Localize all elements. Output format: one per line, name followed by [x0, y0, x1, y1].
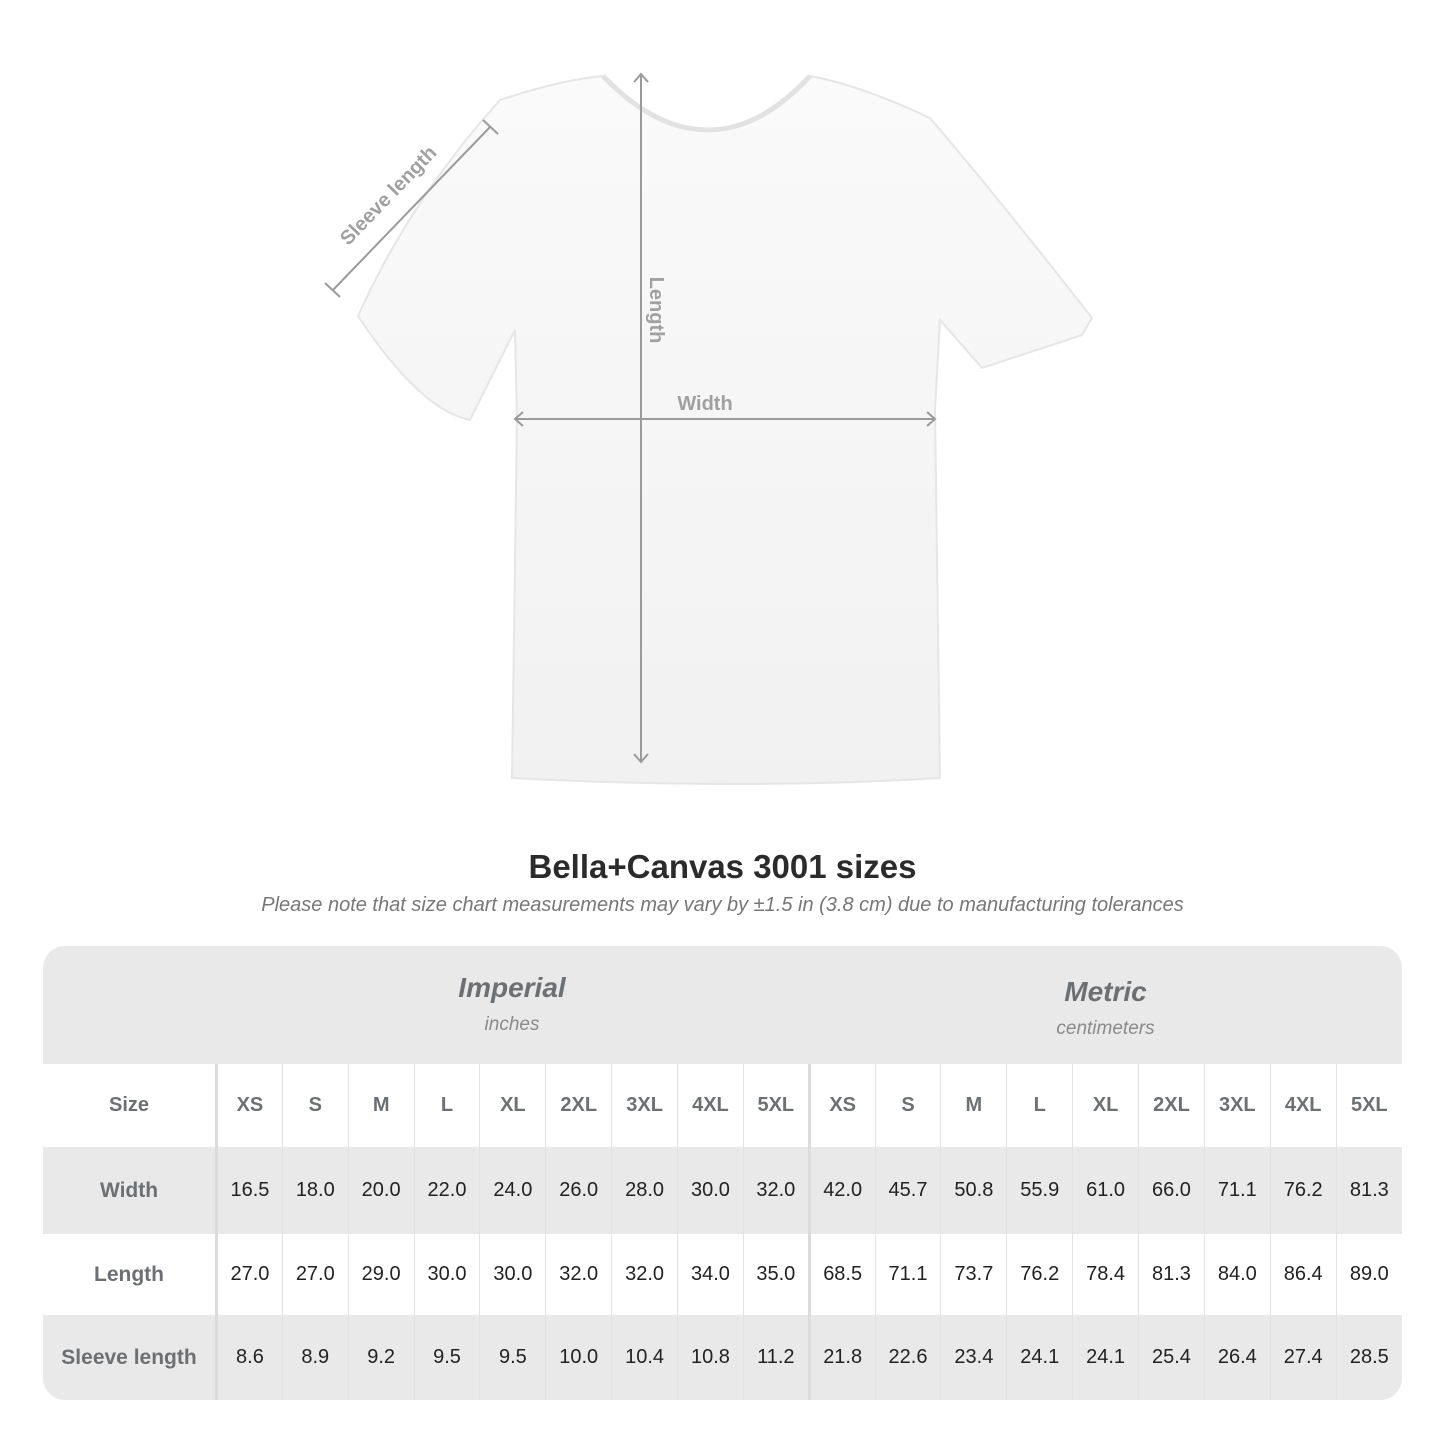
metric-header: Metric centimeters: [809, 946, 1402, 1094]
width-label: Width: [677, 393, 732, 415]
metric-value: 71.1: [874, 1234, 941, 1315]
imperial-unit: inches: [484, 1014, 540, 1035]
metric-value: 22.6: [874, 1315, 941, 1400]
imperial-size-header: 5XL: [742, 1064, 810, 1147]
imperial-value: 35.0: [742, 1234, 810, 1315]
imperial-value: 34.0: [677, 1234, 744, 1315]
row-label: Sleeve length: [43, 1315, 218, 1400]
imperial-value: 11.2: [742, 1315, 810, 1400]
imperial-value: 24.0: [479, 1147, 546, 1234]
tshirt-diagram: Sleeve length Length Width: [324, 72, 1094, 785]
imperial-size-header: 3XL: [611, 1064, 678, 1147]
metric-value: 25.4: [1138, 1315, 1205, 1400]
imperial-size-header: XL: [479, 1064, 546, 1147]
metric-value: 73.7: [940, 1234, 1007, 1315]
imperial-value: 10.4: [611, 1315, 678, 1400]
metric-size-header: 5XL: [1335, 1064, 1402, 1147]
metric-size-header: S: [874, 1064, 941, 1147]
metric-value: 81.3: [1335, 1147, 1402, 1234]
metric-value: 45.7: [874, 1147, 941, 1234]
table-row: Length 27.0 27.0 29.0 30.0 30.0 32.0 32.0 34.0 35…: [43, 1234, 1402, 1315]
metric-value: 27.4: [1269, 1315, 1337, 1400]
imperial-value: 10.0: [545, 1315, 612, 1400]
imperial-value: 30.0: [413, 1234, 480, 1315]
length-label: Length: [645, 277, 667, 344]
metric-size-header: 4XL: [1269, 1064, 1337, 1147]
imperial-size-header: L: [413, 1064, 480, 1147]
size-header-row: Size XS S M L XL 2XL 3XL 4XL 5XL XS S M L XL 2XL 3XL 4XL 5…: [43, 1064, 1402, 1147]
page-title: Bella+Canvas 3001 sizes: [528, 848, 917, 885]
metric-value: 89.0: [1335, 1234, 1402, 1315]
metric-value: 78.4: [1072, 1234, 1139, 1315]
table-row: Sleeve length 8.6 8.9 9.2 9.5 9.5 10.0 10.4 10.8…: [43, 1315, 1402, 1400]
metric-value: 66.0: [1138, 1147, 1205, 1234]
metric-value: 55.9: [1006, 1147, 1073, 1234]
imperial-value: 30.0: [479, 1234, 546, 1315]
metric-value: 28.5: [1335, 1315, 1402, 1400]
imperial-value: 22.0: [413, 1147, 480, 1234]
imperial-value: 9.5: [479, 1315, 546, 1400]
tshirt-shape: [356, 74, 1094, 785]
size-label: Size: [43, 1064, 218, 1147]
row-label: Width: [43, 1147, 218, 1234]
metric-value: 81.3: [1138, 1234, 1205, 1315]
imperial-size-header: S: [281, 1064, 349, 1147]
imperial-value: 8.6: [216, 1315, 283, 1400]
size-table: Size XS S M L XL 2XL 3XL 4XL 5XL XS S M L XL 2XL 3XL 4XL 5…: [43, 1064, 1402, 1400]
imperial-value: 26.0: [545, 1147, 612, 1234]
sleeve-measure-line: [332, 126, 491, 291]
imperial-value: 32.0: [611, 1234, 678, 1315]
imperial-value: 9.5: [413, 1315, 480, 1400]
imperial-size-header: 2XL: [545, 1064, 612, 1147]
metric-value: 76.2: [1269, 1147, 1337, 1234]
metric-value: 61.0: [1072, 1147, 1139, 1234]
imperial-value: 9.2: [347, 1315, 415, 1400]
imperial-value: 27.0: [281, 1234, 349, 1315]
metric-value: 42.0: [807, 1147, 876, 1234]
metric-size-header: XL: [1072, 1064, 1139, 1147]
imperial-size-header: 4XL: [677, 1064, 744, 1147]
imperial-value: 28.0: [611, 1147, 678, 1234]
imperial-title: Imperial: [458, 972, 566, 1003]
metric-size-header: M: [940, 1064, 1007, 1147]
collar: [601, 74, 812, 133]
metric-title: Metric: [1064, 976, 1147, 1007]
imperial-header: Imperial inches: [215, 946, 809, 1090]
imperial-value: 20.0: [347, 1147, 415, 1234]
metric-value: 24.1: [1006, 1315, 1073, 1400]
metric-value: 24.1: [1072, 1315, 1139, 1400]
imperial-value: 32.0: [742, 1147, 810, 1234]
imperial-value: 30.0: [677, 1147, 744, 1234]
metric-size-header: 3XL: [1203, 1064, 1271, 1147]
imperial-value: 16.5: [216, 1147, 283, 1234]
metric-value: 71.1: [1203, 1147, 1271, 1234]
imperial-value: 18.0: [281, 1147, 349, 1234]
imperial-value: 27.0: [216, 1234, 283, 1315]
metric-value: 26.4: [1203, 1315, 1271, 1400]
metric-unit: centimeters: [1056, 1018, 1155, 1039]
metric-value: 86.4: [1269, 1234, 1337, 1315]
imperial-value: 10.8: [677, 1315, 744, 1400]
imperial-value: 29.0: [347, 1234, 415, 1315]
size-chart: Imperial inches Metric centimeters Size X…: [43, 946, 1402, 1400]
table-row: Width 16.5 18.0 20.0 22.0 24.0 26.0 28.0 30.0 32.…: [43, 1147, 1402, 1234]
imperial-size-header: M: [347, 1064, 415, 1147]
imperial-value: 32.0: [545, 1234, 612, 1315]
row-label: Length: [43, 1234, 218, 1315]
metric-value: 76.2: [1006, 1234, 1073, 1315]
imperial-size-header: XS: [216, 1064, 283, 1147]
metric-value: 23.4: [940, 1315, 1007, 1400]
imperial-value: 8.9: [281, 1315, 349, 1400]
metric-value: 84.0: [1203, 1234, 1271, 1315]
tolerance-note: Please note that size chart measurements…: [261, 894, 1184, 916]
metric-value: 68.5: [807, 1234, 876, 1315]
metric-value: 50.8: [940, 1147, 1007, 1234]
metric-size-header: L: [1006, 1064, 1073, 1147]
metric-size-header: XS: [807, 1064, 876, 1147]
metric-value: 21.8: [807, 1315, 876, 1400]
metric-size-header: 2XL: [1138, 1064, 1205, 1147]
